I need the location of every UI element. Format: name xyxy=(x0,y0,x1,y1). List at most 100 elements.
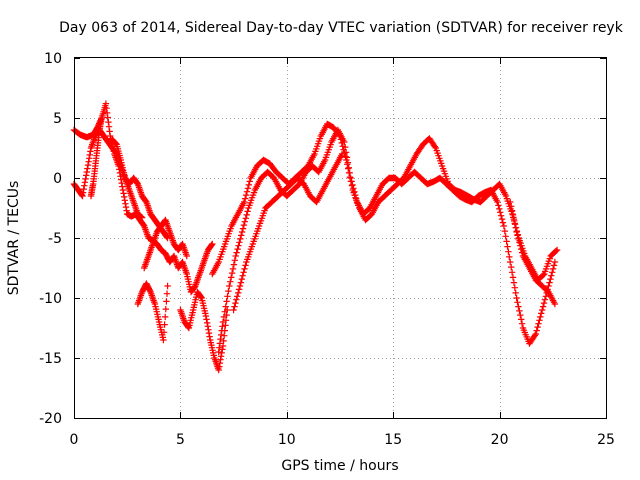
data-point xyxy=(233,296,240,303)
data-point xyxy=(242,195,249,202)
data-point xyxy=(242,191,250,199)
series-trace-k xyxy=(507,198,559,308)
data-point xyxy=(503,238,510,245)
data-point xyxy=(98,114,105,122)
series-trace-i xyxy=(215,126,559,356)
data-point xyxy=(518,245,525,253)
data-point xyxy=(241,198,248,206)
data-point xyxy=(86,155,93,162)
data-point xyxy=(508,263,515,271)
x-axis-label: GPS time / hours xyxy=(281,458,398,474)
data-point xyxy=(534,323,541,331)
data-point xyxy=(119,186,127,194)
data-point xyxy=(235,289,242,297)
data-point xyxy=(231,257,238,264)
data-point xyxy=(516,239,523,246)
data-point xyxy=(240,221,248,229)
data-point xyxy=(228,274,235,281)
data-point xyxy=(349,181,356,189)
data-point xyxy=(545,282,552,290)
data-point xyxy=(344,159,352,166)
data-point xyxy=(241,265,248,273)
data-point xyxy=(342,149,350,156)
data-point xyxy=(514,299,521,306)
y-tick-label: -5 xyxy=(48,231,62,247)
x-tick-label: 20 xyxy=(491,432,509,448)
x-tick-label: 25 xyxy=(597,432,615,448)
data-point xyxy=(532,330,539,338)
chart-title: Day 063 of 2014, Sidereal Day-to-day VTE… xyxy=(59,20,624,36)
y-tick-label: -20 xyxy=(39,411,62,427)
data-point xyxy=(227,278,234,285)
data-point xyxy=(245,181,252,189)
data-point xyxy=(221,308,228,315)
data-point xyxy=(160,329,168,336)
data-point xyxy=(163,298,170,305)
data-point xyxy=(515,303,522,310)
data-point xyxy=(233,249,240,256)
data-point xyxy=(549,269,556,276)
data-point xyxy=(112,139,119,147)
data-point xyxy=(547,275,554,283)
data-point xyxy=(237,235,244,243)
data-point xyxy=(517,242,524,249)
data-point xyxy=(516,307,523,315)
data-point xyxy=(505,248,512,255)
data-point xyxy=(234,293,241,300)
data-point xyxy=(539,303,547,310)
data-point xyxy=(540,271,547,279)
data-point xyxy=(183,252,190,260)
data-point xyxy=(341,138,348,146)
data-point xyxy=(242,262,249,269)
data-point xyxy=(235,242,242,249)
data-point xyxy=(517,311,524,319)
series-trace-g xyxy=(177,288,231,374)
data-point xyxy=(239,272,246,279)
data-point xyxy=(161,321,168,328)
data-point xyxy=(499,219,507,226)
data-point xyxy=(238,232,245,239)
data-point xyxy=(513,294,520,302)
data-point xyxy=(497,212,505,219)
data-point xyxy=(343,154,351,161)
data-point xyxy=(243,188,251,195)
data-point xyxy=(83,172,90,179)
data-point xyxy=(511,284,518,291)
y-tick-label: -15 xyxy=(39,351,62,367)
x-tick-label: 15 xyxy=(384,432,402,448)
data-point xyxy=(121,193,128,201)
data-point xyxy=(552,247,560,255)
data-point xyxy=(551,300,559,308)
data-point xyxy=(244,208,251,215)
data-point xyxy=(346,169,353,177)
y-tick-label: 5 xyxy=(53,111,62,127)
data-point xyxy=(225,287,232,295)
data-point xyxy=(138,214,146,221)
axis-ticks: 0 5 10 15 20 25 -20 -15 -10 -5 0 5 10 xyxy=(39,51,615,448)
data-point xyxy=(244,185,252,192)
data-point xyxy=(546,279,553,286)
data-point xyxy=(497,209,504,216)
y-tick-label: 0 xyxy=(53,171,62,187)
data-point xyxy=(242,215,249,222)
data-point xyxy=(538,310,545,317)
data-point xyxy=(542,293,549,300)
data-point xyxy=(518,316,525,323)
data-point xyxy=(235,286,243,293)
data-point xyxy=(495,202,502,209)
data-point xyxy=(230,306,237,314)
data-point xyxy=(513,228,520,236)
data-point xyxy=(240,269,247,276)
x-tick-label: 5 xyxy=(176,432,185,448)
data-point xyxy=(507,258,514,266)
data-point xyxy=(541,296,549,303)
data-point xyxy=(220,313,228,321)
series-trace-b xyxy=(70,126,171,242)
data-point xyxy=(508,269,516,276)
data-point xyxy=(163,290,171,297)
data-point xyxy=(230,261,238,268)
data-point xyxy=(507,198,514,206)
data-point xyxy=(218,349,225,357)
data-point xyxy=(518,320,526,327)
